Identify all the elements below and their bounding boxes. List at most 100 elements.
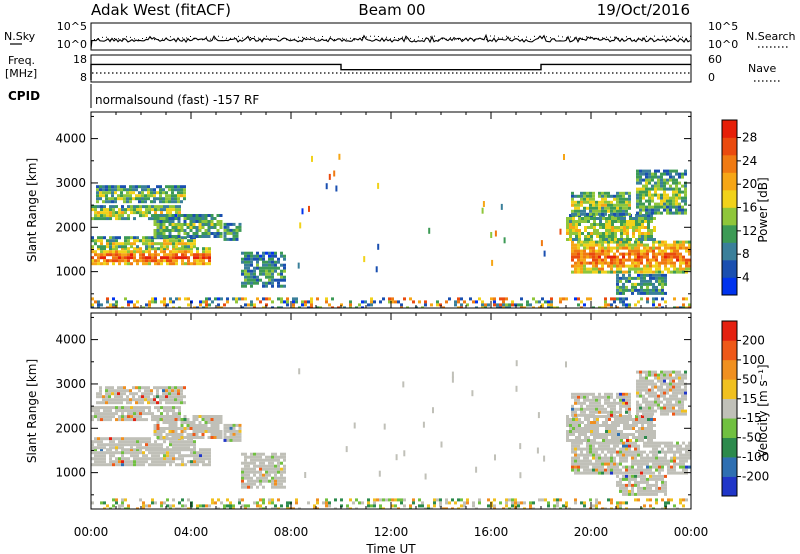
velocity-cell	[586, 395, 589, 399]
power-cell	[175, 245, 178, 249]
power-cell	[208, 259, 211, 263]
power-speckle	[503, 237, 506, 244]
power-cell	[292, 297, 295, 301]
power-cell	[112, 205, 115, 209]
velocity-cell	[259, 470, 262, 474]
power-cell	[187, 242, 190, 246]
power-cell	[280, 263, 283, 267]
power-cell	[141, 200, 144, 204]
power-cell	[666, 181, 669, 185]
power-cell	[181, 262, 184, 266]
power-cell	[666, 202, 669, 206]
velocity-cell	[118, 415, 121, 419]
velocity-cell	[596, 436, 599, 439]
velocity-cell	[622, 489, 625, 493]
power-cell	[598, 270, 601, 274]
power-cell	[115, 247, 118, 251]
velocity-cell	[180, 430, 184, 433]
power-cell	[223, 303, 226, 307]
power-cell	[112, 242, 115, 246]
velocity-cell	[584, 424, 587, 427]
power-cell	[622, 246, 625, 250]
power-cell	[150, 188, 153, 192]
velocity-cell	[572, 421, 575, 424]
velocity-cell	[608, 439, 611, 442]
velocity-cell	[193, 460, 196, 464]
power-cell	[675, 169, 678, 173]
velocity-cell	[253, 482, 256, 486]
velocity-cell	[219, 415, 223, 418]
power-cell	[673, 267, 676, 271]
velocity-cell	[684, 397, 687, 401]
power-cell	[648, 169, 651, 173]
velocity-cell	[168, 386, 171, 390]
power-cell	[572, 220, 575, 223]
power-cell	[664, 264, 667, 268]
power-cell	[590, 223, 593, 226]
power-cell	[654, 181, 657, 185]
velocity-cell	[636, 370, 639, 374]
velocity-cell	[145, 418, 148, 422]
power-cell	[657, 205, 660, 209]
velocity-cell	[681, 406, 684, 410]
velocity-cell	[625, 441, 628, 445]
velocity-cell	[169, 409, 172, 413]
power-cell	[154, 253, 157, 257]
power-cell	[195, 217, 199, 220]
velocity-cell	[121, 498, 124, 502]
power-cell	[629, 223, 632, 226]
power-cell	[673, 261, 676, 265]
power-cell	[223, 231, 227, 235]
velocity-cell	[601, 407, 604, 411]
power-cell	[130, 211, 133, 215]
power-cell	[235, 237, 239, 241]
velocity-cell	[117, 401, 120, 405]
velocity-cell	[150, 398, 153, 402]
velocity-cell	[651, 370, 654, 374]
velocity-speckle	[475, 466, 478, 473]
velocity-cell	[180, 389, 183, 393]
velocity-cell	[256, 470, 259, 474]
power-cell	[672, 181, 675, 185]
velocity-cell	[165, 386, 168, 390]
power-cell	[631, 285, 634, 289]
power-cell	[112, 247, 115, 251]
velocity-cell	[592, 447, 595, 451]
velocity-cell	[109, 507, 112, 509]
power-cell	[171, 200, 174, 204]
velocity-cell	[649, 456, 652, 460]
velocity-cell	[619, 507, 622, 509]
velocity-cell	[238, 438, 242, 442]
power-cell	[250, 303, 253, 307]
power-cell	[175, 205, 178, 209]
power-cell	[632, 223, 635, 226]
power-cell	[595, 212, 598, 216]
power-cell	[580, 240, 583, 244]
velocity-cell	[166, 446, 169, 450]
velocity-cell	[136, 409, 139, 413]
velocity-cell	[610, 401, 613, 405]
velocity-cell	[204, 415, 208, 418]
velocity-cell	[672, 409, 675, 413]
velocity-cell	[685, 453, 688, 457]
power-cell	[162, 188, 165, 192]
power-cell	[628, 243, 631, 247]
power-cell	[265, 303, 268, 307]
power-cell	[214, 297, 217, 301]
power-cell	[584, 229, 587, 232]
power-cell	[607, 200, 610, 204]
power-cell	[253, 257, 256, 261]
velocity-cell	[96, 395, 99, 399]
power-cell	[159, 223, 163, 226]
power-cell	[117, 194, 120, 198]
power-cell	[645, 190, 648, 194]
velocity-cell	[610, 471, 613, 475]
power-cell	[394, 300, 397, 304]
power-cell	[130, 208, 133, 212]
power-cell	[532, 306, 535, 308]
power-cell	[575, 220, 578, 223]
power-cell	[511, 300, 514, 304]
velocity-cell	[675, 370, 678, 374]
power-cell	[550, 297, 553, 301]
velocity-cell	[202, 504, 205, 508]
